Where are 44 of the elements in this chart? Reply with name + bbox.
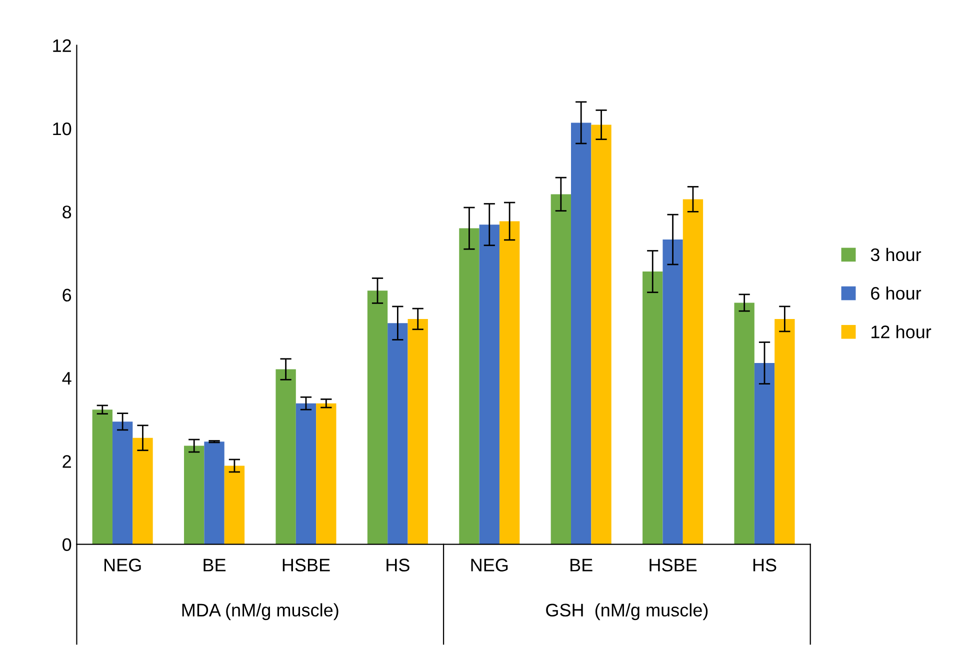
legend-label: 12 hour bbox=[872, 325, 932, 338]
bar bbox=[276, 369, 296, 544]
bar bbox=[367, 290, 388, 544]
x-tick-label: NEG bbox=[104, 558, 141, 572]
bar bbox=[550, 194, 572, 544]
bar bbox=[571, 122, 592, 544]
bar bbox=[591, 124, 612, 544]
bar bbox=[112, 422, 133, 544]
bar bbox=[754, 363, 775, 544]
bar bbox=[479, 224, 500, 544]
bar bbox=[224, 466, 245, 544]
bar bbox=[682, 199, 704, 544]
y-tick-label: 0 bbox=[62, 538, 72, 552]
bar bbox=[499, 221, 520, 544]
x-tick-label: HSBE bbox=[282, 558, 330, 572]
bar bbox=[388, 323, 408, 544]
text: MDA (nM/g muscle) bbox=[182, 603, 338, 620]
y-tick-label: 6 bbox=[62, 288, 72, 302]
x-tick-label: NEG bbox=[471, 558, 508, 572]
bar bbox=[774, 318, 795, 544]
x-tick-label: HS bbox=[753, 558, 776, 572]
x-tick-label: BE bbox=[204, 558, 226, 572]
legend-label: 6 hour bbox=[871, 286, 922, 300]
bar bbox=[408, 318, 428, 544]
bar bbox=[204, 442, 224, 544]
bar bbox=[459, 228, 480, 544]
text: GSH (nM/g muscle) bbox=[546, 603, 708, 620]
bar bbox=[662, 240, 683, 544]
bar bbox=[184, 446, 204, 544]
y-tick-label: 12 bbox=[53, 39, 71, 52]
y-tick-label: 10 bbox=[53, 122, 72, 136]
x-tick-label: HSBE bbox=[650, 558, 697, 572]
bar bbox=[132, 438, 153, 544]
legend-label: 3 hour bbox=[870, 248, 922, 262]
bar bbox=[92, 410, 112, 544]
y-tick-label: 2 bbox=[62, 455, 71, 468]
bar bbox=[296, 403, 316, 544]
y-tick-label: 8 bbox=[62, 206, 72, 218]
bar bbox=[734, 302, 754, 544]
bar bbox=[316, 403, 336, 544]
x-tick-label: HS bbox=[386, 558, 410, 572]
bar bbox=[642, 272, 663, 544]
y-tick-label: 4 bbox=[62, 372, 72, 385]
x-tick-label: BE bbox=[570, 558, 592, 572]
